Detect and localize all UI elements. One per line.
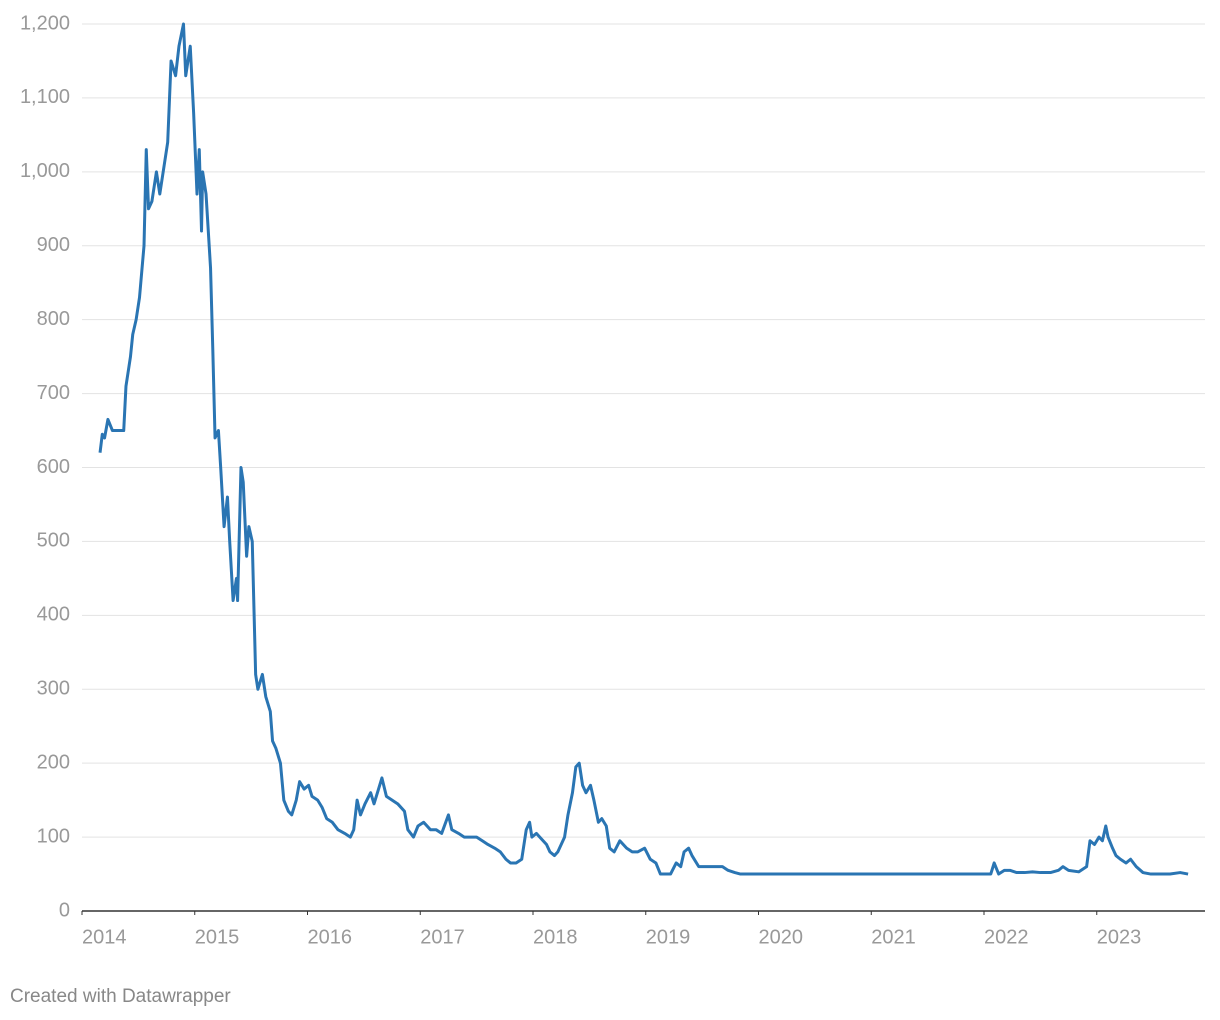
y-tick-label: 600 [37, 456, 70, 478]
x-tick-label: 2020 [759, 926, 804, 948]
y-tick-label: 1,000 [20, 160, 70, 182]
y-tick-label: 700 [37, 382, 70, 404]
credit: Created with Datawrapper [10, 986, 231, 1007]
x-tick-label: 2023 [1097, 926, 1142, 948]
x-tick-label: 2014 [82, 926, 127, 948]
x-tick-label: 2021 [871, 926, 916, 948]
y-tick-label: 400 [37, 604, 70, 626]
y-tick-label: 1,200 [20, 12, 70, 34]
y-tick-label: 500 [37, 530, 70, 552]
x-tick-label: 2022 [984, 926, 1029, 948]
x-tick-label: 2018 [533, 926, 578, 948]
y-tick-label: 800 [37, 308, 70, 330]
y-tick-label: 0 [59, 899, 70, 921]
x-tick-label: 2019 [646, 926, 691, 948]
x-tick-label: 2016 [308, 926, 353, 948]
x-tick-label: 2015 [195, 926, 240, 948]
y-tick-label: 1,100 [20, 86, 70, 108]
y-tick-label: 200 [37, 751, 70, 773]
line-series [98, 22, 1189, 876]
y-tick-label: 100 [37, 825, 70, 847]
x-tick-label: 2017 [420, 926, 465, 948]
y-tick-label: 300 [37, 678, 70, 700]
y-tick-label: 900 [37, 234, 70, 256]
